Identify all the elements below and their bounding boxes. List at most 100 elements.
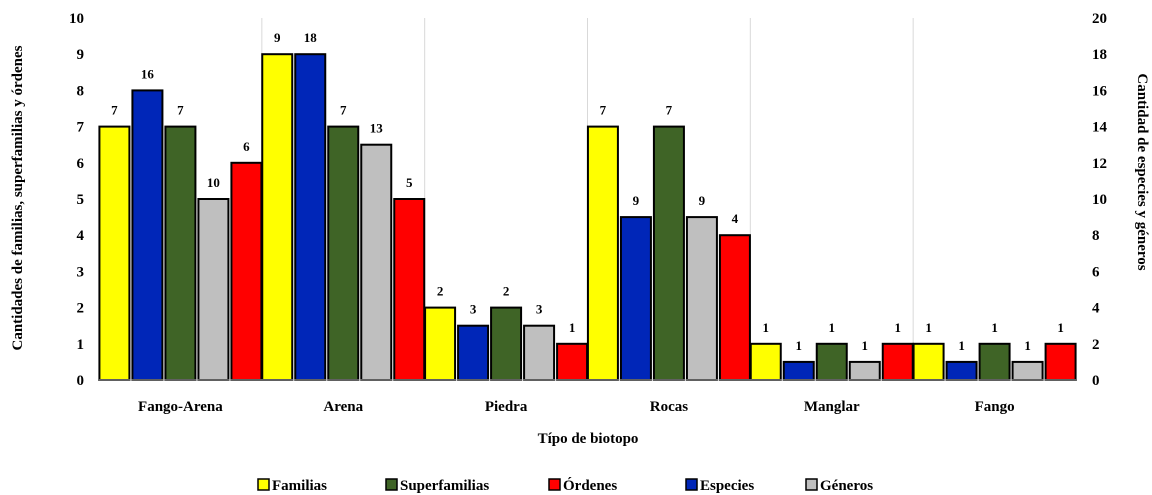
bar-especies (782, 360, 815, 381)
legend-label: Especies (700, 478, 754, 494)
bars (98, 53, 1077, 382)
bar-géneros (685, 216, 718, 381)
right-tick-label: 16 (1092, 83, 1108, 99)
bar-órdenes (718, 234, 751, 381)
bar-órdenes (1044, 342, 1077, 381)
bar-órdenes (556, 342, 589, 381)
right-tick-label: 10 (1092, 192, 1107, 208)
bar-familias (586, 125, 619, 381)
value-label: 16 (141, 66, 155, 81)
value-label: 1 (895, 320, 902, 335)
bar-familias (749, 342, 782, 381)
left-tick-label: 6 (77, 156, 85, 172)
value-label: 13 (370, 121, 384, 136)
value-label: 1 (958, 338, 965, 353)
value-label: 10 (207, 175, 220, 190)
value-label: 1 (829, 320, 836, 335)
bar-órdenes (393, 198, 426, 381)
right-tick-label: 6 (1092, 264, 1100, 280)
value-label: 3 (470, 302, 477, 317)
legend-swatch (257, 478, 270, 491)
category-label: Fango-Arena (138, 399, 223, 415)
left-tick-label: 1 (77, 337, 85, 353)
bar-superfamilias (490, 306, 523, 382)
bar-especies (619, 216, 652, 381)
bar-órdenes (881, 342, 914, 381)
right-axis-title: Cantidad de especies y géneros (1134, 73, 1150, 270)
bar-superfamilias (327, 125, 360, 381)
value-label: 1 (925, 320, 932, 335)
category-label: Fango (975, 399, 1015, 415)
legend-label: Familias (272, 478, 327, 494)
left-tick-label: 5 (77, 192, 85, 208)
value-label: 5 (406, 175, 413, 190)
value-label: 9 (699, 193, 706, 208)
right-tick-label: 12 (1092, 156, 1107, 172)
value-label: 1 (1024, 338, 1031, 353)
right-tick-label: 4 (1092, 301, 1100, 317)
value-labels: 7 16 7 10 6 9 18 7 13 5 2 3 2 3 1 7 9 7 9 4 1 1 1 1 1 1 1 1 1 1 (111, 30, 1064, 353)
legend-swatch (685, 478, 698, 491)
left-tick-label: 10 (69, 11, 84, 27)
bar-especies (945, 360, 978, 381)
category-label: Manglar (804, 399, 860, 415)
right-tick-label: 2 (1092, 337, 1100, 353)
bar-especies (294, 53, 327, 381)
left-tick-label: 4 (77, 228, 85, 244)
value-label: 1 (796, 338, 803, 353)
value-label: 1 (862, 338, 869, 353)
legend-swatch (548, 478, 561, 491)
left-axis-ticks: 0 1 2 3 4 5 6 7 8 9 10 (69, 11, 85, 389)
right-tick-label: 8 (1092, 228, 1100, 244)
value-label: 6 (243, 139, 250, 154)
bar-géneros (848, 360, 881, 381)
legend-label: Superfamilias (400, 478, 489, 494)
bar-familias (912, 342, 945, 381)
bar-familias (98, 125, 131, 381)
category-label: Arena (323, 399, 363, 415)
value-label: 9 (633, 193, 640, 208)
legend-label: Órdenes (563, 477, 617, 494)
value-label: 2 (503, 284, 510, 299)
bar-órdenes (230, 161, 263, 381)
value-label: 3 (536, 302, 543, 317)
value-label: 9 (274, 30, 281, 45)
x-axis-title: Típo de biotopo (538, 431, 639, 447)
bar-familias (261, 53, 294, 381)
value-label: 2 (437, 284, 444, 299)
category-label: Piedra (485, 399, 528, 415)
left-tick-label: 2 (77, 301, 85, 317)
bar-superfamilias (978, 342, 1011, 381)
value-label: 1 (569, 320, 576, 335)
value-label: 4 (732, 211, 739, 226)
category-labels: Fango-Arena Arena Piedra Rocas Manglar Fango (138, 399, 1015, 415)
right-tick-label: 18 (1092, 47, 1107, 63)
left-tick-label: 8 (77, 83, 85, 99)
left-tick-label: 0 (77, 373, 85, 389)
left-tick-label: 3 (77, 264, 85, 280)
bar-superfamilias (815, 342, 848, 381)
legend-swatch (805, 478, 818, 491)
value-label: 7 (600, 103, 607, 118)
left-tick-label: 7 (77, 120, 85, 136)
value-label: 7 (177, 103, 184, 118)
legend-label: Géneros (820, 478, 873, 494)
bar-géneros (1011, 360, 1044, 381)
legend: Familias Superfamilias Órdenes Especies Géne… (257, 477, 873, 494)
bar-superfamilias (164, 125, 197, 381)
category-label: Rocas (650, 399, 688, 415)
value-label: 7 (111, 103, 118, 118)
left-axis-title: Cantidades de familias, superfamilias y … (10, 45, 26, 350)
value-label: 7 (666, 103, 673, 118)
value-label: 1 (1057, 320, 1064, 335)
value-label: 7 (340, 103, 347, 118)
bar-géneros (197, 198, 230, 381)
left-tick-label: 9 (77, 47, 85, 63)
value-label: 1 (991, 320, 998, 335)
value-label: 1 (763, 320, 770, 335)
right-tick-label: 14 (1092, 120, 1108, 136)
bar-géneros (523, 324, 556, 382)
legend-swatch (385, 478, 398, 491)
bar-superfamilias (652, 125, 685, 381)
